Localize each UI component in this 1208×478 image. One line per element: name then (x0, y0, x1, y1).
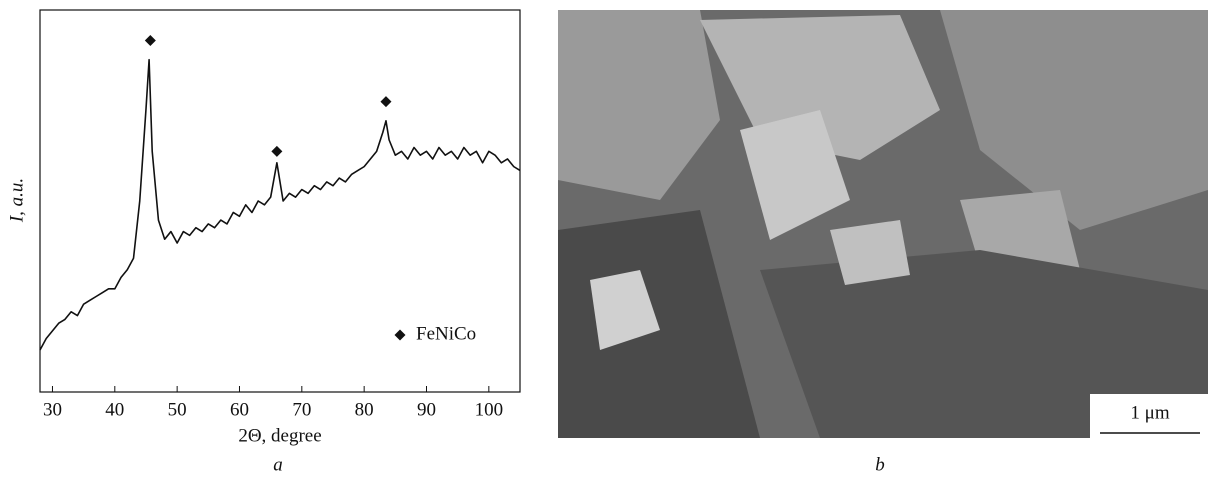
x-axis-label: 2Θ, degree (238, 425, 321, 446)
x-tick-label: 100 (475, 399, 504, 420)
x-tick-label: 40 (105, 399, 124, 420)
x-tick-label: 30 (43, 399, 62, 420)
peak-marker (271, 146, 282, 157)
x-tick-label: 60 (230, 399, 249, 420)
x-tick-label: 80 (355, 399, 374, 420)
x-tick-label: 90 (417, 399, 436, 420)
y-axis-label: I, a.u. (6, 178, 27, 223)
x-tick-label: 70 (292, 399, 311, 420)
peak-marker (145, 35, 156, 46)
legend-marker (395, 330, 406, 341)
sem-image: 1 μm (558, 10, 1208, 438)
x-tick-label: 50 (168, 399, 187, 420)
legend-label: FeNiCo (416, 323, 476, 344)
panel-label: a (273, 454, 283, 475)
xrd-line (40, 60, 520, 350)
page: 2Θ, degree I, a.u. a 1 μm b 30 40 50 60 70 80… (0, 0, 1208, 478)
panel-label: b (875, 454, 885, 475)
figure: 2Θ, degree I, a.u. a 1 μm b 30 40 50 60 70 80… (0, 0, 1208, 478)
peak-marker (380, 96, 391, 107)
scale-bar-label: 1 μm (1130, 402, 1169, 423)
